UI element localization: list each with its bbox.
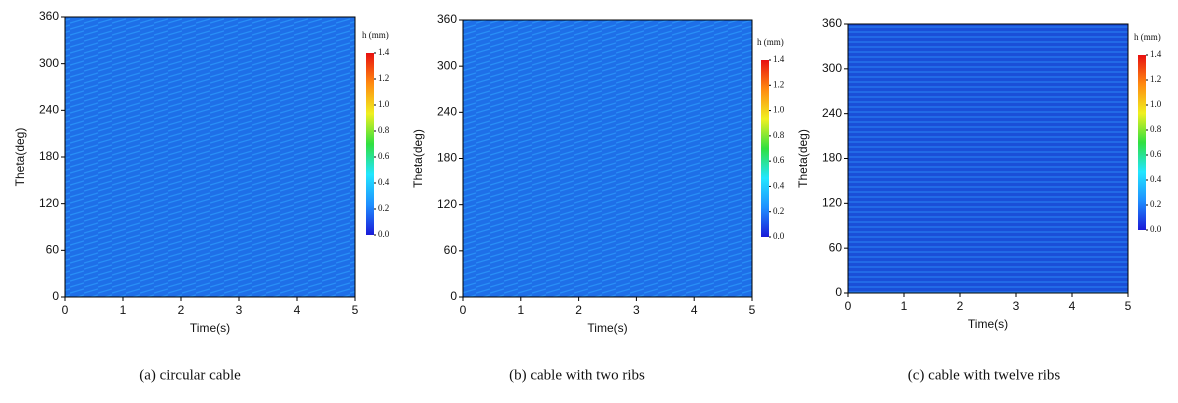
y-tick-label: 300	[39, 56, 59, 70]
colorbar-tick-label: 1.4	[1150, 49, 1162, 59]
y-tick-label: 0	[835, 285, 842, 299]
x-tick-label: 2	[575, 303, 582, 317]
panel: 0 1 2 3 4 5 0 60 120 180 240 300 360 Time(s) Theta(deg…	[796, 16, 1162, 383]
y-tick-label: 120	[437, 197, 457, 211]
colorbar-title: h (mm)	[362, 30, 389, 40]
x-axis-title: Time(s)	[968, 317, 1008, 331]
y-tick-label: 240	[437, 105, 457, 119]
colorbar	[761, 60, 769, 237]
y-tick-label: 60	[444, 243, 458, 257]
colorbar-tick-label: 0.6	[378, 151, 390, 161]
y-tick-label: 120	[39, 196, 59, 210]
colorbar-tick-label: 0.0	[378, 229, 390, 239]
y-axis-title: Theta(deg)	[796, 129, 810, 188]
panel: 0 1 2 3 4 5 0 60 120 180 240 300 360 Time(s) Theta(deg…	[411, 12, 785, 383]
colorbar-tick-label: 1.0	[1150, 99, 1162, 109]
heatmap-field	[65, 17, 355, 297]
x-tick-label: 5	[352, 303, 359, 317]
y-tick-label: 180	[822, 151, 842, 165]
colorbar-tick-label: 0.2	[378, 203, 389, 213]
x-tick-label: 2	[178, 303, 185, 317]
caption: (b) cable with two ribs	[509, 367, 645, 383]
y-tick-label: 180	[39, 149, 59, 163]
heatmap-field	[463, 20, 752, 297]
x-tick-label: 0	[62, 303, 69, 317]
colorbar-tick-label: 0.8	[1150, 124, 1162, 134]
colorbar-title: h (mm)	[1134, 32, 1161, 42]
y-tick-label: 360	[39, 9, 59, 23]
colorbar-tick-label: 1.2	[773, 79, 784, 89]
x-tick-label: 1	[120, 303, 127, 317]
colorbar-tick-label: 0.8	[378, 125, 390, 135]
y-tick-label: 360	[822, 16, 842, 30]
colorbar-tick-label: 1.2	[1150, 74, 1161, 84]
x-tick-label: 4	[294, 303, 301, 317]
x-tick-label: 1	[517, 303, 524, 317]
x-tick-label: 3	[633, 303, 640, 317]
colorbar-tick-label: 1.4	[378, 47, 390, 57]
colorbar-tick-label: 0.0	[773, 231, 785, 241]
colorbar-tick-label: 1.0	[378, 99, 390, 109]
x-tick-label: 5	[749, 303, 756, 317]
colorbar	[366, 53, 374, 235]
colorbar-title: h (mm)	[757, 37, 784, 47]
colorbar	[1138, 55, 1146, 230]
x-tick-label: 3	[1013, 299, 1020, 313]
y-tick-label: 180	[437, 151, 457, 165]
x-axis-title: Time(s)	[587, 321, 627, 335]
y-tick-label: 240	[39, 103, 59, 117]
colorbar-tick-label: 0.6	[773, 155, 785, 165]
caption: (c) cable with twelve ribs	[908, 367, 1061, 383]
colorbar-tick-label: 0.8	[773, 130, 785, 140]
x-tick-label: 4	[1069, 299, 1076, 313]
colorbar-tick-label: 1.4	[773, 54, 785, 64]
colorbar-tick-label: 0.2	[1150, 199, 1161, 209]
y-axis-title: Theta(deg)	[13, 128, 27, 187]
y-tick-label: 0	[450, 289, 457, 303]
colorbar-tick-label: 1.0	[773, 105, 785, 115]
x-tick-label: 4	[691, 303, 698, 317]
y-axis-title: Theta(deg)	[411, 129, 425, 188]
y-tick-label: 300	[437, 58, 457, 72]
x-tick-label: 0	[845, 299, 852, 313]
colorbar-tick-label: 0.4	[378, 177, 390, 187]
panel: 0 1 2 3 4 5 0 60 120 180 240 300 360 Time(s) Theta(deg…	[13, 9, 390, 383]
caption: (a) circular cable	[139, 367, 241, 383]
x-tick-label: 0	[460, 303, 467, 317]
x-tick-label: 3	[236, 303, 243, 317]
x-tick-label: 2	[957, 299, 964, 313]
y-tick-label: 300	[822, 61, 842, 75]
y-tick-label: 120	[822, 196, 842, 210]
y-tick-label: 360	[437, 12, 457, 26]
colorbar-tick-label: 0.2	[773, 206, 784, 216]
y-tick-label: 60	[829, 240, 843, 254]
colorbar-tick-label: 0.0	[1150, 224, 1162, 234]
colorbar-tick-label: 1.2	[378, 73, 389, 83]
heatmap-field	[848, 24, 1128, 293]
y-tick-label: 60	[46, 243, 60, 257]
colorbar-tick-label: 0.4	[1150, 174, 1162, 184]
x-tick-label: 5	[1125, 299, 1132, 313]
y-tick-label: 0	[52, 289, 59, 303]
x-axis-title: Time(s)	[190, 321, 230, 335]
x-tick-label: 1	[901, 299, 908, 313]
colorbar-tick-label: 0.6	[1150, 149, 1162, 159]
colorbar-tick-label: 0.4	[773, 180, 785, 190]
y-tick-label: 240	[822, 106, 842, 120]
